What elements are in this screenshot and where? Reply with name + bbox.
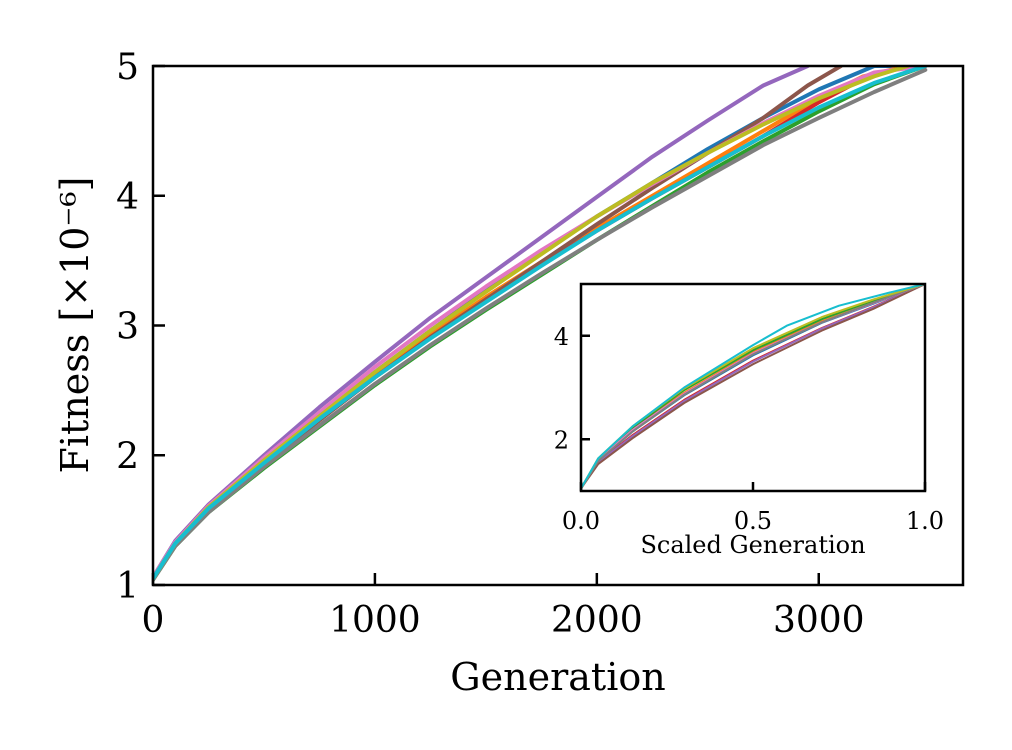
main-y-tick-label: 5 xyxy=(116,47,139,88)
main-x-tick-label: 3000 xyxy=(773,600,865,641)
inset-series-line-6 xyxy=(581,284,925,490)
main-y-tick-label: 3 xyxy=(116,307,139,348)
main-x-tick-label: 2000 xyxy=(551,600,643,641)
inset-series-line-10 xyxy=(581,284,925,490)
main-x-axis-label: Generation xyxy=(450,655,665,699)
inset-series-group xyxy=(581,284,925,490)
main-x-tick-label: 1000 xyxy=(329,600,421,641)
inset-y-tick-label: 4 xyxy=(554,323,569,351)
inset-series-line-8 xyxy=(581,284,925,490)
inset-x-tick-label: 0.5 xyxy=(734,507,772,535)
inset-x-axis-label: Scaled Generation xyxy=(640,531,865,559)
main-series-line-10 xyxy=(153,66,928,581)
main-series-group xyxy=(153,66,928,582)
inset-x-tick-label: 0.0 xyxy=(562,507,600,535)
main-y-tick-label: 4 xyxy=(116,177,139,218)
inset-ticks-group: 0.0 0.5 1.0 2 4 xyxy=(554,323,944,535)
main-y-tick-label: 2 xyxy=(116,436,139,477)
main-series-line-8 xyxy=(153,67,928,582)
inset-y-tick-label: 2 xyxy=(554,426,569,454)
inset-chart: 0.0 0.5 1.0 2 4 Scaled Generation xyxy=(554,282,944,559)
inset-series-line-5 xyxy=(581,284,925,489)
main-y-axis-label: Fitness [×10⁻⁶] xyxy=(53,177,97,474)
main-x-tick-label: 0 xyxy=(142,600,165,641)
inset-x-tick-label: 1.0 xyxy=(906,507,944,535)
main-chart: 0 1000 2000 3000 1 2 3 4 5 Generation Fitness [×… xyxy=(53,47,965,699)
inset-background xyxy=(581,284,925,491)
main-ticks-group: 0 1000 2000 3000 1 2 3 4 5 xyxy=(116,47,864,641)
main-y-tick-label: 1 xyxy=(116,566,139,607)
